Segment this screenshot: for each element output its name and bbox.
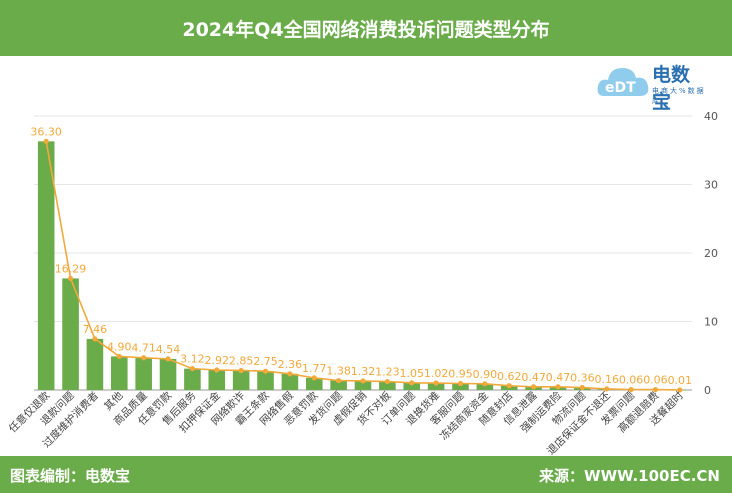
data-label: 0.62 — [497, 370, 522, 383]
logo-mark: eDT — [605, 80, 636, 96]
chart-title-band: 2024年Q4全国网络消费投诉问题类型分布 — [0, 0, 732, 56]
bar — [379, 381, 396, 390]
line-point — [287, 371, 293, 377]
data-label: 0.90 — [473, 368, 498, 381]
bar — [232, 370, 250, 390]
data-label: 0.06 — [619, 374, 644, 387]
bar — [86, 338, 104, 390]
line-point — [165, 356, 171, 362]
line-point — [555, 384, 561, 390]
line-point — [384, 378, 390, 385]
bar — [476, 383, 494, 390]
bar — [111, 356, 128, 390]
line-point — [604, 386, 610, 392]
line-point — [482, 381, 488, 387]
line-point — [336, 377, 342, 384]
logo-name: 电数宝 — [652, 64, 691, 113]
line-point — [628, 386, 634, 393]
chart-title: 2024年Q4全国网络消费投诉问题类型分布 — [182, 18, 550, 41]
data-label: 3.12 — [180, 353, 205, 366]
y-tick-label: 30 — [704, 179, 718, 192]
line-point — [360, 378, 366, 384]
bar — [452, 383, 469, 390]
data-label: 0.16 — [594, 373, 619, 386]
data-label: 4.71 — [131, 342, 156, 355]
bar — [135, 357, 152, 390]
line-point — [652, 386, 659, 393]
line-point — [116, 353, 122, 360]
data-label: 1.02 — [424, 367, 449, 380]
data-label: 2.92 — [205, 354, 230, 367]
bar — [208, 369, 226, 390]
data-label: 2.36 — [278, 358, 303, 371]
footer-band: 图表编制：电数宝 来源：WWW.100EC.CN — [0, 456, 732, 493]
data-label: 4.90 — [107, 340, 132, 353]
line-point — [189, 366, 196, 372]
footer-source: 来源：WWW.100EC.CN — [539, 467, 720, 485]
data-label: 0.06 — [643, 374, 668, 387]
data-label: 7.46 — [83, 323, 108, 336]
data-label: 1.77 — [302, 362, 327, 375]
data-label: 1.32 — [351, 365, 376, 378]
line-point — [579, 384, 585, 391]
data-label: 16.29 — [55, 262, 87, 275]
grid-lines — [34, 115, 692, 391]
line-point — [311, 375, 317, 381]
bar — [62, 278, 79, 390]
line-point — [214, 367, 220, 373]
data-label: 1.05 — [399, 367, 424, 380]
line-point — [506, 383, 512, 389]
bar — [37, 141, 55, 390]
line-point — [530, 384, 537, 390]
y-tick-label: 10 — [704, 316, 718, 329]
bar — [354, 380, 372, 390]
line-point — [141, 355, 147, 361]
line-point — [238, 367, 244, 374]
bar — [257, 371, 274, 390]
line-point — [262, 368, 269, 374]
bar — [281, 373, 299, 390]
line-point — [43, 138, 49, 144]
bar — [427, 383, 445, 390]
line-point — [67, 275, 74, 282]
data-label: 2.85 — [229, 354, 254, 367]
data-label: 2.75 — [253, 355, 278, 368]
brand-logo: eDT 电数宝 电商大%数据库 — [596, 58, 706, 113]
line-point — [433, 380, 439, 386]
footer-credit: 图表编制：电数宝 — [10, 467, 131, 485]
line-point — [677, 387, 683, 393]
bar — [330, 380, 347, 390]
data-label: 1.38 — [326, 365, 351, 378]
bar — [403, 382, 421, 390]
bars — [37, 141, 689, 391]
line-point — [409, 380, 415, 386]
cloud-logo-icon: eDT — [597, 68, 649, 96]
data-label: 36.30 — [30, 125, 62, 138]
data-label: 0.01 — [668, 374, 693, 387]
bar — [184, 368, 201, 390]
data-label: 0.47 — [521, 371, 546, 384]
data-label: 0.95 — [448, 367, 473, 380]
logo-tagline: 电商大%数据库 — [652, 87, 706, 105]
trend-line — [43, 138, 683, 393]
data-label: 0.47 — [546, 371, 571, 384]
data-label: 1.23 — [375, 366, 400, 379]
bar — [159, 358, 177, 390]
line-point — [92, 336, 98, 342]
data-label: 0.36 — [570, 372, 595, 385]
y-tick-label: 20 — [704, 247, 718, 260]
bar — [305, 377, 323, 390]
y-tick-labels: 0 10 20 30 40 — [704, 110, 718, 397]
line-point — [457, 380, 464, 387]
y-tick-label: 40 — [704, 110, 718, 123]
data-label: 4.54 — [156, 343, 181, 356]
y-tick-label: 0 — [704, 384, 711, 397]
